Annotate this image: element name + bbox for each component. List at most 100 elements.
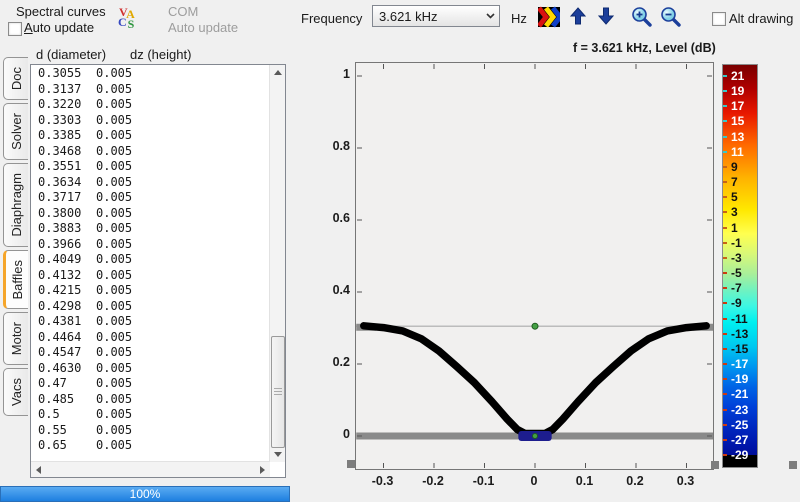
table-row[interactable]: 0.3551 0.005	[31, 159, 269, 175]
scroll-left-button[interactable]	[31, 462, 46, 477]
cell-height: 0.005	[96, 97, 133, 111]
vertical-scrollbar[interactable]	[269, 65, 285, 462]
thumb-grip	[274, 388, 282, 395]
colorbar-tick	[723, 256, 727, 259]
colorbar-label: -23	[731, 402, 749, 417]
table-row[interactable]: 0.4215 0.005	[31, 283, 269, 299]
cell-height: 0.005	[96, 190, 133, 204]
auto-update-label[interactable]: Auto update	[24, 20, 95, 35]
cell-height: 0.005	[96, 267, 133, 282]
sidebar-tab-solver[interactable]: Solver	[3, 103, 28, 160]
colorbar-tick	[723, 120, 727, 123]
arrow-down-icon[interactable]	[597, 7, 615, 28]
sidebar-tab-baffles[interactable]: Baffles	[3, 249, 28, 310]
center-marker-top	[531, 322, 539, 330]
colorbar-tick	[723, 454, 727, 456]
axis-tick-label: 0	[343, 427, 350, 441]
chevron-down-icon[interactable]	[481, 6, 499, 26]
cell-height: 0.005	[96, 391, 133, 406]
cell-height: 0.005	[96, 407, 133, 421]
cell-diameter: 0.3468	[38, 143, 82, 158]
colorbar-label: 9	[731, 159, 738, 174]
colorbar-tick	[723, 165, 727, 168]
scroll-up-button[interactable]	[270, 65, 285, 80]
zoom-out-icon[interactable]	[660, 6, 681, 30]
table-row[interactable]: 0.4630 0.005	[31, 361, 269, 377]
cell-diameter: 0.3385	[38, 128, 82, 142]
plot-canvas[interactable]	[355, 62, 714, 470]
colorbar-label: -15	[731, 341, 749, 356]
baffle-table[interactable]: 0.3055 0.005 0.3137 0.005 0.3220 0.005 0.3303 0…	[30, 64, 286, 478]
sidebar-tab-vacs[interactable]: Vacs	[3, 368, 28, 417]
colorbar-tick	[723, 363, 727, 366]
colorbar-tick	[723, 287, 727, 290]
table-row[interactable]: 0.3303 0.005	[31, 113, 269, 129]
sidebar-tab-diaphragm[interactable]: Diaphragm	[3, 162, 28, 247]
table-row[interactable]: 0.4381 0.005	[31, 314, 269, 330]
table-row[interactable]: 0.3055 0.005	[31, 66, 269, 82]
cell-height: 0.005	[96, 112, 133, 127]
arrow-up-icon[interactable]	[569, 7, 587, 28]
vertical-scroll-thumb[interactable]	[271, 336, 285, 448]
sidebar-tab-motor[interactable]: Motor	[3, 312, 28, 366]
vacs-logo: VA CS	[118, 6, 135, 30]
scroll-down-button[interactable]	[270, 447, 285, 462]
horizontal-scrollbar[interactable]	[31, 461, 270, 477]
plot-right-handle[interactable]	[711, 461, 719, 469]
colorbar-handle[interactable]	[789, 461, 797, 469]
table-row[interactable]: 0.47 0.005	[31, 376, 269, 392]
cell-diameter: 0.3551	[38, 159, 82, 173]
plot-left-handle[interactable]	[347, 460, 355, 468]
table-row[interactable]: 0.3385 0.005	[31, 128, 269, 144]
colorbar-label: -13	[731, 326, 749, 341]
sidebar-tabs: Doc Solver Diaphragm Baffles Motor Vacs	[3, 57, 28, 417]
table-row[interactable]: 0.5 0.005	[31, 407, 269, 423]
table-row[interactable]: 0.3220 0.005	[31, 97, 269, 113]
colorbar-tick	[723, 196, 727, 199]
cell-diameter: 0.3717	[38, 190, 82, 204]
alt-drawing-label[interactable]: Alt drawing	[729, 11, 794, 26]
colorbar-label: -29	[731, 448, 749, 462]
scroll-right-button[interactable]	[255, 462, 270, 477]
table-row[interactable]: 0.3883 0.005	[31, 221, 269, 237]
colorbar-label: -5	[731, 266, 742, 281]
table-row[interactable]: 0.3634 0.005	[31, 175, 269, 191]
tab-label: Vacs	[8, 378, 24, 407]
table-row[interactable]: 0.55 0.005	[31, 423, 269, 439]
column-header-height: dz (height)	[130, 47, 192, 62]
table-row[interactable]: 0.3717 0.005	[31, 190, 269, 206]
triangle-right-icon	[260, 465, 265, 474]
cell-height: 0.005	[96, 236, 133, 251]
cell-diameter: 0.3634	[38, 174, 82, 189]
cell-height: 0.005	[96, 252, 133, 266]
cell-height: 0.005	[96, 174, 133, 189]
cell-diameter: 0.485	[38, 391, 75, 406]
colorbar-tick	[723, 423, 727, 426]
colormap-icon[interactable]	[537, 6, 564, 31]
table-row[interactable]: 0.4464 0.005	[31, 330, 269, 346]
table-row[interactable]: 0.4298 0.005	[31, 299, 269, 315]
com-auto-update-label: Auto update	[168, 20, 239, 35]
table-row[interactable]: 0.4049 0.005	[31, 252, 269, 268]
cell-diameter: 0.3883	[38, 221, 82, 235]
frequency-select[interactable]: 3.621 kHz	[372, 5, 500, 27]
table-row[interactable]: 0.4547 0.005	[31, 345, 269, 361]
colorbar-label: 5	[731, 190, 738, 205]
table-row[interactable]: 0.3137 0.005	[31, 82, 269, 98]
table-row[interactable]: 0.3468 0.005	[31, 144, 269, 160]
column-header-diameter: d (diameter)	[36, 47, 107, 62]
alt-drawing-checkbox[interactable]	[712, 12, 726, 26]
table-row[interactable]: 0.3800 0.005	[31, 206, 269, 222]
table-row[interactable]: 0.65 0.005	[31, 438, 269, 454]
triangle-left-icon	[36, 465, 41, 474]
axis-tick-label: 0.6	[332, 211, 350, 225]
auto-update-checkbox[interactable]	[8, 22, 22, 36]
sidebar-tab-doc[interactable]: Doc	[3, 57, 28, 101]
table-row[interactable]: 0.4132 0.005	[31, 268, 269, 284]
colorbar-label: 13	[731, 129, 745, 144]
cell-height: 0.005	[96, 221, 133, 235]
table-row[interactable]: 0.485 0.005	[31, 392, 269, 408]
zoom-in-icon[interactable]	[631, 6, 652, 30]
colorbar-tick	[723, 211, 727, 214]
table-row[interactable]: 0.3966 0.005	[31, 237, 269, 253]
